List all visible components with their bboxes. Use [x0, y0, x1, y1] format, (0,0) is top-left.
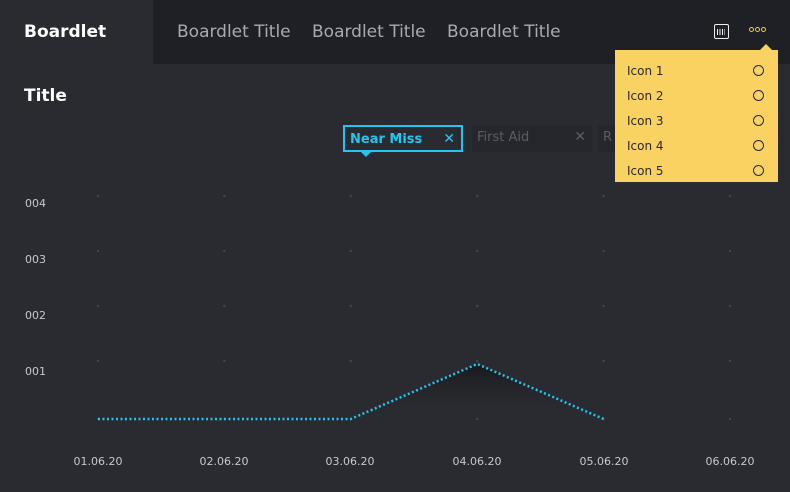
circle-icon	[753, 65, 764, 76]
grid-dot	[96, 359, 100, 363]
menu-item-label: Icon 1	[627, 63, 664, 78]
y-tick-label: 002	[25, 309, 46, 322]
grid-dot	[349, 304, 352, 308]
grid-dot	[476, 249, 479, 253]
close-icon[interactable]: ✕	[574, 129, 586, 145]
x-tick-label: 04.06.20	[452, 455, 502, 468]
grid-dot	[223, 359, 226, 363]
menu-item-icon-5[interactable]: Icon 5	[615, 158, 778, 183]
circle-icon	[753, 140, 764, 151]
y-tick-label: 004	[25, 197, 46, 210]
grid-dot	[223, 304, 226, 308]
x-tick-label: 05.06.20	[579, 455, 629, 468]
grid-dot	[96, 194, 100, 198]
close-icon[interactable]: ✕	[443, 131, 455, 147]
x-tick-label: 02.06.20	[199, 455, 249, 468]
grid-dot	[476, 359, 479, 363]
menu-item-label: Icon 5	[627, 163, 664, 178]
circle-icon	[753, 165, 764, 176]
circle-icon	[753, 90, 764, 101]
grid-dot	[349, 249, 352, 253]
menu-item-icon-1[interactable]: Icon 1	[615, 58, 778, 83]
grid-dot	[728, 249, 732, 253]
y-tick-label: 003	[25, 253, 46, 266]
x-tick-label: 06.06.20	[705, 455, 755, 468]
grid-dot	[602, 359, 605, 363]
header: Boardlet Title Boardlet Title Boardlet T…	[0, 0, 790, 106]
menu-item-label: Icon 4	[627, 138, 664, 153]
grid-dot	[602, 249, 605, 253]
menu-item-icon-4[interactable]: Icon 4	[615, 133, 778, 158]
more-dots-icon[interactable]	[749, 27, 766, 32]
y-tick-label: 001	[25, 365, 46, 378]
menu-item-label: Icon 3	[627, 113, 664, 128]
tab-boardlet-4[interactable]: Boardlet Title	[447, 22, 561, 42]
filter-label: Near Miss	[350, 132, 423, 147]
filter-chip-3[interactable]: R	[598, 125, 618, 152]
x-tick-label: 03.06.20	[325, 455, 375, 468]
tab-boardlet-2[interactable]: Boardlet Title	[177, 22, 291, 42]
menu-item-icon-2[interactable]: Icon 2	[615, 83, 778, 108]
grid-dot	[223, 194, 226, 198]
grid-dot	[349, 359, 352, 363]
grid-dot	[96, 304, 100, 308]
series-line	[98, 362, 605, 421]
filter-chip-first-aid[interactable]: First Aid ✕	[472, 125, 592, 152]
grid-dot	[728, 417, 732, 421]
grid-dot	[96, 249, 100, 253]
icon-dropdown-menu: Icon 1 Icon 2 Icon 3 Icon 4 Icon 5	[615, 44, 778, 183]
grid-dot	[728, 304, 732, 308]
tab-boardlet-3[interactable]: Boardlet Title	[312, 22, 426, 42]
grid-dot	[602, 304, 605, 308]
menu-item-icon-3[interactable]: Icon 3	[615, 108, 778, 133]
filter-label: First Aid	[477, 130, 530, 145]
grid-dot	[349, 194, 352, 198]
grid-dot	[728, 359, 732, 363]
grid-dot	[602, 194, 605, 198]
tab-boardlet-1[interactable]: Boardlet Title	[0, 0, 153, 106]
x-tick-label: 01.06.20	[73, 455, 123, 468]
calendar-icon[interactable]	[714, 24, 729, 39]
grid-dot	[223, 249, 226, 253]
grid-dot	[728, 194, 732, 198]
filter-label: R	[603, 130, 613, 145]
menu-item-label: Icon 2	[627, 88, 664, 103]
circle-icon	[753, 115, 764, 126]
series-area	[98, 364, 604, 419]
grid-dot	[476, 194, 479, 198]
grid-dot	[476, 304, 479, 308]
filter-chip-near-miss[interactable]: Near Miss ✕	[343, 125, 463, 157]
